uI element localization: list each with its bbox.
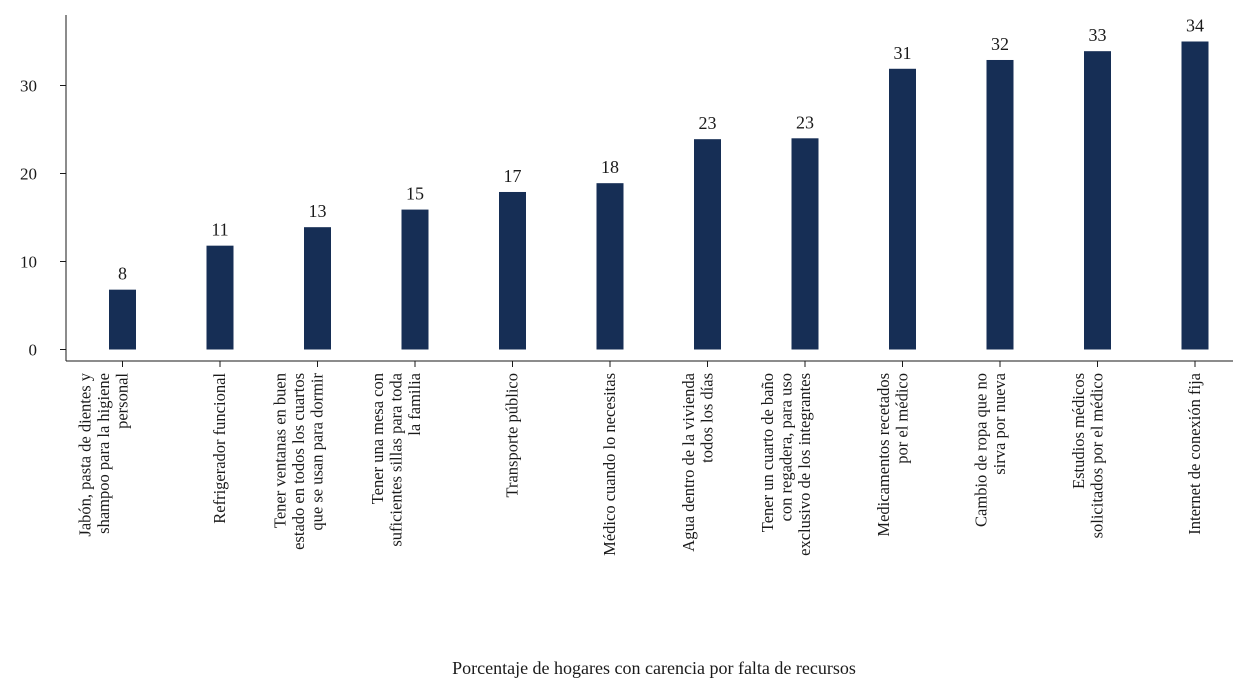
bar (109, 289, 136, 350)
category-label: Jabón, pasta de dientes yshampoo para la… (76, 372, 132, 536)
bar (1084, 51, 1111, 350)
category-label: Internet de conexión fija (1185, 372, 1204, 534)
bar (791, 138, 819, 350)
x-axis (66, 360, 1233, 367)
data-label: 33 (1089, 25, 1107, 45)
bar (986, 59, 1014, 350)
bar (401, 209, 429, 350)
category-label: Medicamentos recetadospor el médico (874, 373, 912, 537)
y-axis: 0 10 20 30 (20, 15, 67, 361)
category-label: Estudios médicossolicitados por el médic… (1069, 373, 1107, 538)
data-label: 15 (406, 184, 424, 204)
category-label: Tener ventanas en buenestado en todos lo… (271, 373, 327, 550)
bar (206, 245, 234, 350)
data-label: 23 (796, 112, 814, 132)
category-label: Agua dentro de la viviendatodos los días (679, 372, 717, 551)
data-label: 11 (211, 220, 228, 240)
data-label: 31 (894, 43, 912, 63)
y-tick-label: 10 (20, 253, 37, 272)
data-label: 18 (601, 157, 619, 177)
y-tick-label: 30 (20, 77, 37, 96)
data-label: 34 (1186, 16, 1204, 36)
bars (109, 41, 1209, 350)
data-label: 13 (309, 201, 327, 221)
bar (596, 183, 624, 350)
bar (694, 139, 721, 350)
data-label: 8 (118, 264, 127, 284)
data-label: 32 (991, 34, 1009, 54)
category-label: Transporte público (503, 373, 522, 498)
data-label: 17 (504, 166, 522, 186)
x-axis-title: Porcentaje de hogares con carencia por f… (452, 658, 856, 678)
bar (1181, 41, 1209, 350)
category-label: Tener una mesa consuficientes sillas par… (368, 372, 424, 546)
category-label: Cambio de ropa que nosirva por nueva (972, 372, 1010, 527)
data-labels: 8 11 13 15 17 18 23 23 31 32 33 34 (118, 16, 1204, 284)
y-tick-label: 20 (20, 165, 37, 184)
category-label: Médico cuando lo necesitas (600, 373, 619, 556)
bar (499, 191, 526, 350)
bar (304, 227, 331, 350)
category-labels: Jabón, pasta de dientes yshampoo para la… (76, 372, 1205, 556)
category-label: Refrigerador funcional (210, 373, 229, 524)
bar (889, 68, 916, 350)
category-label: Tener un cuarto de bañocon regadera, par… (758, 373, 814, 556)
y-tick-label: 0 (29, 341, 38, 360)
data-label: 23 (699, 113, 717, 133)
